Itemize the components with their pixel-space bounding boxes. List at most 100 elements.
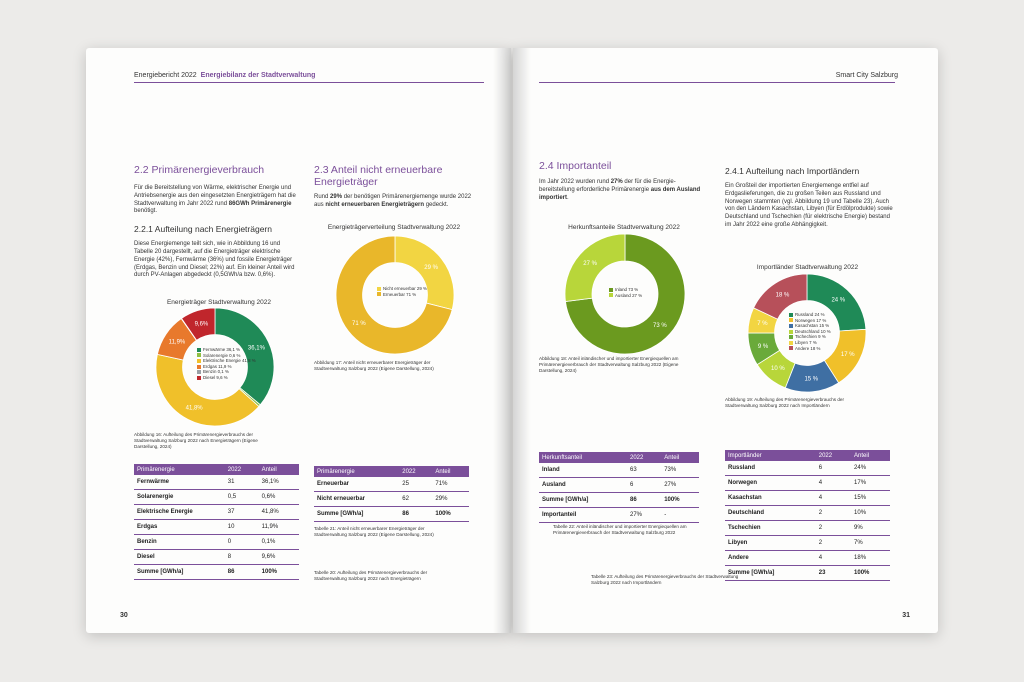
legend-entry: Solarenergie 0,6 % xyxy=(197,353,256,359)
chart-legend: Fernwärme 36,1 % Solarenergie 0,6 % Elektr… xyxy=(197,347,256,381)
table-row: Summe [GWh/a] 86 100% xyxy=(539,492,699,508)
table-cell: 86 xyxy=(399,506,433,522)
legend-entry: Elektrische Energie 41,8 % xyxy=(197,358,256,364)
table-cell: 23 xyxy=(815,565,852,581)
table-20: Primärenergie 2022 Anteil Fernwärme 31 36,1% S… xyxy=(134,464,299,580)
table-cell: 8 xyxy=(224,549,259,565)
table-cell: 6 xyxy=(627,477,662,493)
table-cell: 2 xyxy=(815,535,852,551)
legend-entry: Libyen 7 % xyxy=(789,340,831,346)
legend-swatch xyxy=(789,335,793,340)
table-cell: 0,5 xyxy=(224,489,259,505)
table-cell: 9% xyxy=(851,520,890,536)
section-title: 2.3 Anteil nicht erneuerbare Energieträg… xyxy=(314,164,443,188)
table-header-cell: 2022 xyxy=(224,464,259,475)
table-header-cell: Anteil xyxy=(432,466,469,477)
table-header-cell: Importländer xyxy=(725,450,816,461)
donut-slice-elektrische-energie xyxy=(155,353,260,427)
slice-data-label: 15 % xyxy=(804,377,818,383)
donut-slice-ausland xyxy=(564,233,626,302)
table-cell: 100% xyxy=(258,564,299,580)
table-row: Summe [GWh/a] 86 100% xyxy=(314,506,469,522)
slice-data-label: 71 % xyxy=(352,321,366,327)
table-row: Benzin 0 0,1% xyxy=(134,534,299,550)
chart-title: Energieträger Stadtverwaltung 2022 xyxy=(166,299,272,306)
figure-caption: Abbildung 19: Aufteilung des Primärenerg… xyxy=(725,397,844,408)
slice-data-label: 9 % xyxy=(758,344,769,350)
header-rule xyxy=(539,82,895,83)
legend-swatch xyxy=(197,359,201,364)
table-cell: 27% xyxy=(627,507,662,523)
table-row: Erdgas 10 11,9% xyxy=(134,519,299,535)
legend-swatch xyxy=(197,353,201,358)
table-cell: Summe [GWh/a] xyxy=(725,565,816,581)
legend-swatch xyxy=(789,329,793,334)
table-cell: Inland xyxy=(539,463,627,478)
donut-slice-diesel xyxy=(181,307,216,341)
slice-data-label: 73 % xyxy=(653,323,667,329)
table-header-cell: Anteil xyxy=(661,452,699,463)
renewable-share-donut-chart: 29 % 71 % xyxy=(335,235,455,355)
table-header-cell: Anteil xyxy=(258,464,299,475)
legend-swatch xyxy=(609,293,613,298)
section-text: Für die Bereitstellung von Wärme, elektr… xyxy=(134,185,296,215)
legend-label: Erdgas 11,9 % xyxy=(203,363,232,369)
table-cell: 0,6% xyxy=(258,489,299,505)
table-row: Erneuerbar 25 71% xyxy=(314,477,469,492)
legend-swatch xyxy=(197,347,201,352)
table-cell: 86 xyxy=(224,564,259,580)
table-cell: 100% xyxy=(851,565,890,581)
legend-label: Elektrische Energie 41,8 % xyxy=(203,358,256,364)
table-cell: Erdgas xyxy=(134,519,225,535)
table-header-cell: 2022 xyxy=(815,450,852,461)
table-cell: 36,1% xyxy=(258,475,299,490)
table-caption: Tabelle 22: Anteil inländischer und impo… xyxy=(553,524,687,535)
chart-legend: Russland 24 % Norwegen 17 % Kasachstan 15 … xyxy=(789,312,831,351)
legend-entry: Diesel 9,6 % xyxy=(197,375,256,381)
slice-data-label: 29 % xyxy=(424,265,438,271)
table-cell: 71% xyxy=(432,477,469,492)
table-header-cell: Herkunftsanteil xyxy=(539,452,627,463)
table-cell: 7% xyxy=(851,535,890,551)
table-cell: 86 xyxy=(627,492,662,508)
legend-entry: Norwegen 17 % xyxy=(789,318,831,324)
legend-swatch xyxy=(789,340,793,345)
chapter-title: Energiebilanz der Stadtverwaltung xyxy=(200,72,316,79)
legend-swatch xyxy=(197,364,201,369)
table-cell: Fernwärme xyxy=(134,475,225,490)
page-number: 30 xyxy=(120,612,128,619)
legend-label: Russland 24 % xyxy=(795,312,825,317)
legend-swatch xyxy=(609,287,613,292)
table-cell: 25 xyxy=(399,477,433,492)
table-cell: Summe [GWh/a] xyxy=(539,492,627,508)
section-2-2: 2.2 Primärenergieverbrauch Für die Berei… xyxy=(134,164,299,280)
slice-data-label: 7 % xyxy=(757,321,768,327)
table-row: Fernwärme 31 36,1% xyxy=(134,475,299,490)
legend-entry: Tschechien 9 % xyxy=(789,334,831,340)
table-cell: Diesel xyxy=(134,549,225,565)
table-row: Libyen 2 7% xyxy=(725,535,890,551)
chart-legend: Inland 73 % Ausland 27 % xyxy=(609,287,642,298)
chart-title: Herkunftsanteile Stadtverwaltung 2022 xyxy=(568,224,680,231)
legend-label: Erneuerbar 71 % xyxy=(383,291,417,297)
legend-swatch xyxy=(197,375,201,380)
donut-hole xyxy=(593,262,657,326)
table-cell: Tschechien xyxy=(725,520,816,536)
legend-entry: Inland 73 % xyxy=(609,287,642,293)
table-cell: 6 xyxy=(815,461,852,476)
section-text: Im Jahr 2022 wurden rund 27% der für die… xyxy=(539,179,701,201)
table-cell: 4 xyxy=(815,475,852,491)
legend-label: Nicht erneuerbar 29 % xyxy=(383,286,427,291)
slice-data-label: 17 % xyxy=(841,352,855,358)
legend-label: Ausland 27 % xyxy=(615,292,643,298)
legend-entry: Benzin 0,1 % xyxy=(197,369,256,375)
table-cell: 73% xyxy=(661,463,699,478)
chart-legend: Nicht erneuerbar 29 % Erneuerbar 71 % xyxy=(377,286,427,297)
legend-entry: Erdgas 11,9 % xyxy=(197,364,256,370)
table-cell: Libyen xyxy=(725,535,816,551)
table-cell: Russland xyxy=(725,461,816,476)
table-cell: 10 xyxy=(224,519,259,535)
donut-slice-inland xyxy=(565,233,686,355)
table-cell: 41,8% xyxy=(258,504,299,520)
left-page: Energiebericht 2022 Energiebilanz der Sta… xyxy=(86,48,511,633)
